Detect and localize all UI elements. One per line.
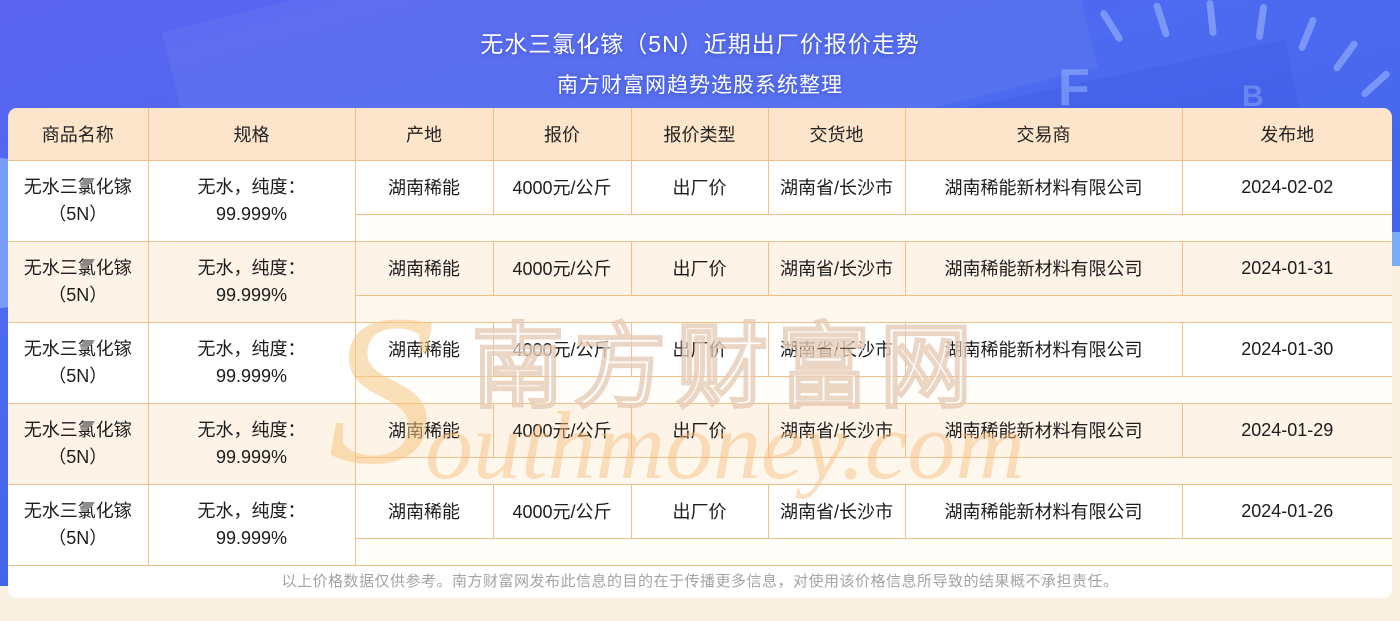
cell-delivery: 湖南省/长沙市 bbox=[768, 322, 906, 377]
cell-origin: 湖南稀能 bbox=[355, 484, 494, 539]
page-title: 无水三氯化镓（5N）近期出厂价报价走势 南方财富网趋势选股系统整理 bbox=[0, 0, 1400, 108]
header-spec: 规格 bbox=[148, 108, 356, 161]
cell-product-name: 无水三氯化镓 （5N） bbox=[8, 241, 149, 323]
cell-product-name: 无水三氯化镓 （5N） bbox=[8, 322, 149, 404]
cell-date: 2024-01-26 bbox=[1182, 484, 1392, 539]
table-spacer-row bbox=[8, 376, 1392, 404]
table-header-row: 商品名称 规格 产地 报价 报价类型 交货地 交易商 发布地 bbox=[8, 108, 1392, 161]
table-row: 无水三氯化镓 （5N） 无水，纯度： 99.999% 湖南稀能 4000元/公斤 出… bbox=[8, 403, 1392, 485]
cell-trader: 湖南稀能新材料有限公司 bbox=[905, 484, 1183, 539]
header-origin: 产地 bbox=[355, 108, 494, 161]
disclaimer-text: 以上价格数据仅供参考。南方财富网发布此信息的目的在于传播更多信息，对使用该价格信… bbox=[8, 565, 1392, 598]
cell-date: 2024-01-30 bbox=[1182, 322, 1392, 377]
cell-trader: 湖南稀能新材料有限公司 bbox=[905, 322, 1183, 377]
cell-price: 4000元/公斤 bbox=[493, 484, 632, 539]
cell-spec: 无水，纯度： 99.999% bbox=[148, 241, 356, 323]
price-table: 商品名称 规格 产地 报价 报价类型 交货地 交易商 发布地 无水三氯化镓 （5N… bbox=[8, 108, 1392, 566]
cell-date: 2024-02-02 bbox=[1182, 160, 1392, 215]
table-spacer-row bbox=[8, 214, 1392, 242]
cell-date: 2024-01-31 bbox=[1182, 241, 1392, 296]
cell-origin: 湖南稀能 bbox=[355, 322, 494, 377]
cell-price: 4000元/公斤 bbox=[493, 403, 632, 458]
table-row: 无水三氯化镓 （5N） 无水，纯度： 99.999% 湖南稀能 4000元/公斤 出… bbox=[8, 160, 1392, 242]
cell-trader: 湖南稀能新材料有限公司 bbox=[905, 241, 1183, 296]
cell-product-name: 无水三氯化镓 （5N） bbox=[8, 403, 149, 485]
header-price: 报价 bbox=[493, 108, 632, 161]
cell-product-name: 无水三氯化镓 （5N） bbox=[8, 484, 149, 566]
cell-product-name: 无水三氯化镓 （5N） bbox=[8, 160, 149, 242]
title-line1: 无水三氯化镓（5N）近期出厂价报价走势 bbox=[480, 31, 920, 57]
gauge-f-letter: F bbox=[1058, 59, 1090, 117]
header-publish: 发布地 bbox=[1182, 108, 1392, 161]
cell-origin: 湖南稀能 bbox=[355, 241, 494, 296]
cell-price-type: 出厂价 bbox=[631, 484, 769, 539]
cell-trader: 湖南稀能新材料有限公司 bbox=[905, 403, 1183, 458]
cell-price: 4000元/公斤 bbox=[493, 322, 632, 377]
title-line2: 南方财富网趋势选股系统整理 bbox=[557, 74, 843, 97]
cell-price-type: 出厂价 bbox=[631, 241, 769, 296]
table-spacer-row bbox=[8, 538, 1392, 566]
cell-price-type: 出厂价 bbox=[631, 160, 769, 215]
table-spacer-row bbox=[8, 457, 1392, 485]
cell-spec: 无水，纯度： 99.999% bbox=[148, 484, 356, 566]
cell-delivery: 湖南省/长沙市 bbox=[768, 160, 906, 215]
cell-spec: 无水，纯度： 99.999% bbox=[148, 160, 356, 242]
header-delivery: 交货地 bbox=[768, 108, 906, 161]
cell-delivery: 湖南省/长沙市 bbox=[768, 403, 906, 458]
table-spacer-row bbox=[8, 295, 1392, 323]
header-trader: 交易商 bbox=[905, 108, 1183, 161]
cell-price-type: 出厂价 bbox=[631, 403, 769, 458]
header-price-type: 报价类型 bbox=[631, 108, 769, 161]
cell-delivery: 湖南省/长沙市 bbox=[768, 241, 906, 296]
cell-trader: 湖南稀能新材料有限公司 bbox=[905, 160, 1183, 215]
cell-price-type: 出厂价 bbox=[631, 322, 769, 377]
header-product-name: 商品名称 bbox=[8, 108, 149, 161]
table-row: 无水三氯化镓 （5N） 无水，纯度： 99.999% 湖南稀能 4000元/公斤 出… bbox=[8, 322, 1392, 404]
gauge-b-letter: B bbox=[1242, 80, 1264, 113]
price-table-card: 商品名称 规格 产地 报价 报价类型 交货地 交易商 发布地 无水三氯化镓 （5N… bbox=[8, 108, 1392, 598]
table-row: 无水三氯化镓 （5N） 无水，纯度： 99.999% 湖南稀能 4000元/公斤 出… bbox=[8, 484, 1392, 566]
cell-spec: 无水，纯度： 99.999% bbox=[148, 403, 356, 485]
cell-delivery: 湖南省/长沙市 bbox=[768, 484, 906, 539]
cell-date: 2024-01-29 bbox=[1182, 403, 1392, 458]
cell-origin: 湖南稀能 bbox=[355, 160, 494, 215]
table-row: 无水三氯化镓 （5N） 无水，纯度： 99.999% 湖南稀能 4000元/公斤 出… bbox=[8, 241, 1392, 323]
cell-price: 4000元/公斤 bbox=[493, 160, 632, 215]
cell-origin: 湖南稀能 bbox=[355, 403, 494, 458]
cell-price: 4000元/公斤 bbox=[493, 241, 632, 296]
cell-spec: 无水，纯度： 99.999% bbox=[148, 322, 356, 404]
